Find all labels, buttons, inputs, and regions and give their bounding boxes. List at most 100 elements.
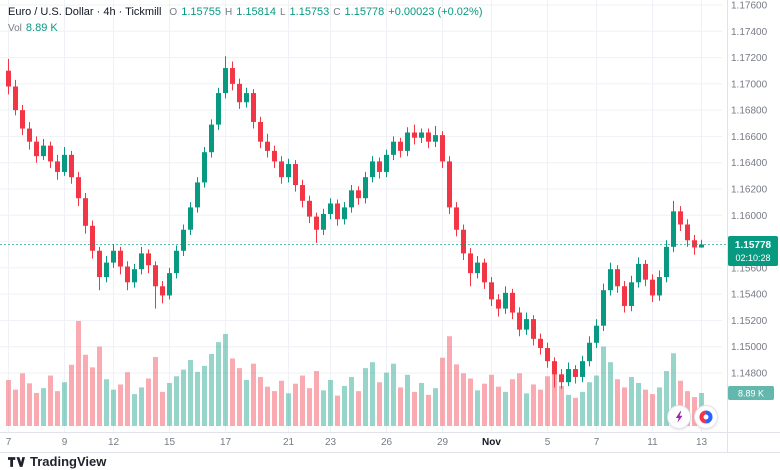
candle xyxy=(279,161,284,178)
volume-bar xyxy=(517,373,522,426)
candle xyxy=(251,93,256,122)
volume-bar xyxy=(657,387,662,426)
ohlc-high-value: 1.15814 xyxy=(236,6,276,18)
time-axis[interactable]: 7 9 12 15 17 21 23 26 29 Nov 5 7 11 13 xyxy=(6,437,708,448)
volume-bar xyxy=(216,342,221,426)
candle xyxy=(104,262,109,278)
ohlc-close-label: C xyxy=(333,7,341,18)
volume-bar xyxy=(524,393,529,426)
volume-bar xyxy=(468,378,473,426)
price-badge: 1.15778 02:10:28 xyxy=(728,235,778,266)
time-tick-label: 26 xyxy=(381,437,393,448)
volume-bar xyxy=(475,390,480,426)
volume-bar xyxy=(13,389,18,426)
volume-bar xyxy=(342,385,347,426)
time-tick-label: 12 xyxy=(108,437,120,448)
candle xyxy=(419,132,424,138)
volume-bar xyxy=(314,371,319,426)
candle xyxy=(125,266,130,283)
candle xyxy=(461,229,466,254)
volume-badge: 8.89 K xyxy=(728,386,774,401)
volume-bar xyxy=(111,389,116,426)
volume-bar xyxy=(349,377,354,426)
candle-series xyxy=(6,56,704,389)
volume-bar xyxy=(587,382,592,426)
volume-bar xyxy=(629,377,634,426)
candle xyxy=(433,135,438,142)
last-price-label: 1.15778 xyxy=(735,240,772,251)
candle xyxy=(622,286,627,306)
price-tick-label: 1.15200 xyxy=(731,316,768,327)
volume-bar xyxy=(286,393,291,426)
candle xyxy=(167,273,172,296)
candle xyxy=(678,211,683,225)
volume-bar xyxy=(139,387,144,426)
candle xyxy=(90,225,95,251)
lightning-button[interactable] xyxy=(667,405,691,429)
candle xyxy=(237,83,242,103)
sentiment-button[interactable] xyxy=(694,405,718,429)
time-tick-label: 13 xyxy=(696,437,708,448)
volume-bar xyxy=(300,375,305,426)
volume-bar xyxy=(482,383,487,426)
volume-bar xyxy=(20,373,25,426)
candle xyxy=(202,152,207,183)
volume-bar xyxy=(356,391,361,426)
candle xyxy=(384,154,389,172)
volume-bar xyxy=(41,388,46,426)
candle xyxy=(587,342,592,362)
candle xyxy=(286,164,291,178)
volume-bar xyxy=(594,375,599,426)
volume-bar xyxy=(265,386,270,426)
volume-bar xyxy=(391,363,396,426)
volume-bar xyxy=(69,364,74,426)
volume-bar xyxy=(202,365,207,426)
volume-bar xyxy=(447,336,452,426)
grid xyxy=(0,0,722,432)
candle xyxy=(55,161,60,172)
candle xyxy=(265,141,270,151)
legend-row-volume: Vol 8.89 K xyxy=(8,21,482,36)
volume-bar xyxy=(671,353,676,426)
ohlc-open-label: O xyxy=(169,7,178,18)
volume-label: Vol xyxy=(8,23,22,34)
volume-bar xyxy=(440,357,445,426)
candle xyxy=(216,93,221,125)
volume-bar xyxy=(489,374,494,426)
volume-bar xyxy=(328,379,333,426)
candle xyxy=(146,253,151,266)
candle xyxy=(328,203,333,214)
volume-bar xyxy=(496,386,501,426)
volume-bar xyxy=(188,359,193,426)
candle xyxy=(349,190,354,208)
volume-bar xyxy=(531,384,536,426)
candle xyxy=(650,279,655,296)
tradingview-wordmark: TradingView xyxy=(30,454,107,469)
candle xyxy=(139,253,144,270)
candle xyxy=(223,68,228,94)
candle xyxy=(545,348,550,362)
candle xyxy=(608,269,613,291)
volume-bar xyxy=(615,379,620,426)
candle xyxy=(685,224,690,241)
time-tick-label: 7 xyxy=(6,437,12,448)
volume-bar xyxy=(608,362,613,426)
tradingview-logo[interactable]: TradingView xyxy=(8,454,106,469)
volume-bar xyxy=(664,371,669,426)
volume-bar xyxy=(405,374,410,426)
candle xyxy=(76,177,81,199)
volume-bar xyxy=(321,390,326,426)
price-tick-label: 1.17000 xyxy=(731,79,768,90)
symbol-title[interactable]: Euro / U.S. Dollar · 4h · Tickmill xyxy=(8,6,162,18)
candle xyxy=(447,161,452,208)
time-tick-label: 23 xyxy=(325,437,337,448)
candle xyxy=(580,361,585,377)
price-tick-label: 1.17600 xyxy=(731,1,768,12)
candle xyxy=(482,262,487,283)
price-axis[interactable]: 1.17600 1.17400 1.17200 1.17000 1.16800 1.166… xyxy=(731,1,768,380)
candle xyxy=(496,299,501,309)
candle xyxy=(293,164,298,186)
candle xyxy=(132,269,137,283)
ohlc-low-value: 1.15753 xyxy=(289,6,330,18)
